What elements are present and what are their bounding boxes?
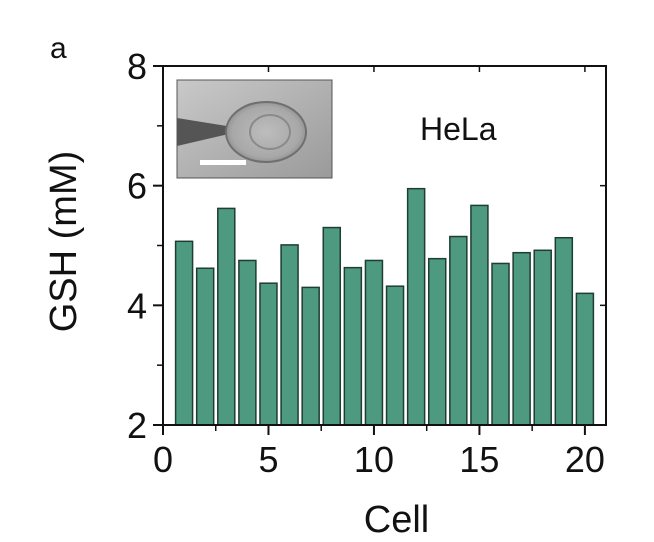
cell-line-annotation: HeLa — [420, 111, 497, 147]
bar-cell-16 — [491, 262, 510, 426]
y-tick-label: 6 — [127, 166, 147, 207]
y-tick-label: 2 — [127, 405, 147, 446]
bar-cell-10 — [364, 259, 384, 426]
y-tick-label: 8 — [127, 46, 147, 87]
bar-cell-8 — [322, 226, 342, 426]
scale-bar — [200, 160, 246, 165]
cell-body-shape — [225, 101, 307, 163]
bar-cell-3 — [217, 207, 236, 426]
x-tick-label: 10 — [354, 439, 394, 480]
bar-cell-19 — [554, 236, 574, 426]
x-tick-label: 15 — [459, 439, 499, 480]
bar-cell-4 — [238, 259, 257, 426]
bar-cell-12 — [406, 187, 426, 426]
inset-micrograph — [176, 79, 333, 179]
bar-cell-9 — [343, 266, 363, 426]
x-tick-label: 5 — [258, 439, 278, 480]
bar-cell-7 — [301, 286, 320, 426]
x-tick-label: 0 — [153, 439, 173, 480]
x-axis-title: Cell — [364, 499, 429, 541]
panel-letter: a — [50, 32, 67, 65]
y-axis-title: GSH (mM) — [43, 151, 85, 333]
bar-cell-14 — [449, 235, 468, 426]
plot-area: 2 4 6 8 0 5 10 15 20 Cell GSH (mM) — [43, 46, 607, 541]
bar-cell-1 — [174, 240, 194, 426]
y-tick-label: 4 — [127, 285, 147, 326]
bar-cell-13 — [427, 257, 447, 426]
x-tick-label: 20 — [565, 439, 605, 480]
bar-cell-11 — [385, 285, 405, 426]
bar-cell-20 — [575, 292, 595, 426]
pipette-tip-shape — [177, 118, 233, 146]
bar-cell-5 — [259, 282, 278, 426]
bar-cell-15 — [470, 204, 489, 426]
bar-cell-18 — [533, 249, 552, 426]
bar-cell-2 — [195, 267, 215, 426]
bar-cell-17 — [512, 251, 531, 426]
cell-nucleus-shape — [249, 114, 291, 150]
bar-cell-6 — [280, 244, 299, 426]
